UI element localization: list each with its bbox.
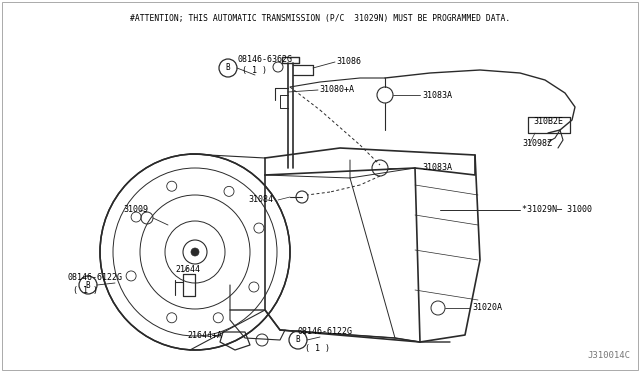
Text: B: B (226, 64, 230, 73)
Text: 08146-6122G: 08146-6122G (298, 327, 353, 337)
Text: 31083A: 31083A (422, 90, 452, 99)
Text: 31083A: 31083A (422, 164, 452, 173)
Text: 31086: 31086 (336, 58, 361, 67)
Text: 31098Z: 31098Z (522, 138, 552, 148)
Text: 31080+A: 31080+A (319, 86, 354, 94)
Text: B: B (86, 280, 90, 289)
Text: ( 1 ): ( 1 ) (242, 65, 267, 74)
Text: ( 1 ): ( 1 ) (305, 343, 330, 353)
Text: *31029N— 31000: *31029N— 31000 (522, 205, 592, 215)
Text: 08146-6122G: 08146-6122G (68, 273, 123, 282)
Text: 21644: 21644 (175, 266, 200, 275)
Text: 31009: 31009 (123, 205, 148, 215)
Text: ( 1 ): ( 1 ) (73, 285, 98, 295)
Text: 310B2E: 310B2E (533, 118, 563, 126)
Text: J310014C: J310014C (587, 351, 630, 360)
Text: #ATTENTION; THIS AUTOMATIC TRANSMISSION (P/C  31029N) MUST BE PROGRAMMED DATA.: #ATTENTION; THIS AUTOMATIC TRANSMISSION … (130, 13, 510, 22)
Text: 21644+A: 21644+A (187, 330, 222, 340)
Text: 31084: 31084 (248, 196, 273, 205)
Text: 08146-6362G: 08146-6362G (237, 55, 292, 64)
Ellipse shape (191, 248, 199, 256)
Text: B: B (296, 336, 300, 344)
Text: 31020A: 31020A (472, 304, 502, 312)
